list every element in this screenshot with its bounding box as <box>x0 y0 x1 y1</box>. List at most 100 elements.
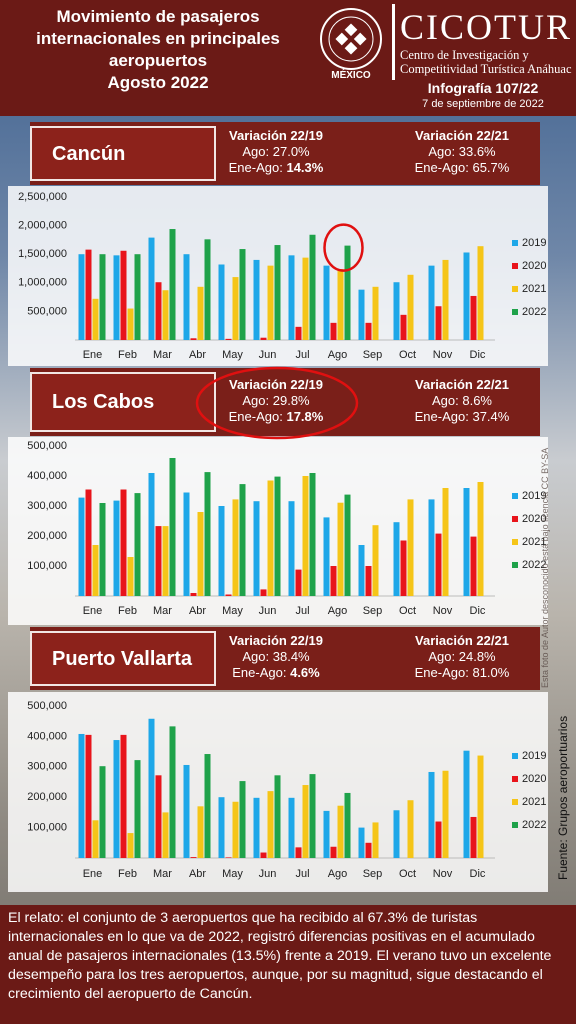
x-tick-label: Nov <box>433 868 453 880</box>
x-tick-label: Jun <box>259 605 277 617</box>
y-tick-label: 500,000 <box>27 305 67 317</box>
title-line: internacionales en principales <box>36 29 280 48</box>
issue: Infografía 107/22 <box>427 80 539 96</box>
source: Fuente: Grupos aeroportuarios <box>556 715 570 880</box>
x-tick-label: Jun <box>259 868 277 880</box>
legend-label: 2021 <box>522 283 546 295</box>
x-tick-label: Sep <box>363 605 383 617</box>
ene-ago-label: Ene-Ago: <box>414 665 469 680</box>
bar <box>99 503 106 596</box>
bar <box>197 512 204 596</box>
bar <box>330 322 337 340</box>
variation-heading: Variación 22/21 <box>415 633 509 648</box>
y-tick-label: 400,000 <box>27 470 67 482</box>
title-line: Movimiento de pasajeros <box>56 7 260 26</box>
x-tick-label: Dic <box>470 868 486 880</box>
x-tick-label: Dic <box>470 349 486 361</box>
ene-ago-value: 14.3% <box>286 160 324 175</box>
date: 7 de septiembre de 2022 <box>422 98 544 110</box>
bar <box>232 801 239 858</box>
x-tick-label: May <box>222 868 243 880</box>
section-name: Los Cabos <box>30 372 216 432</box>
bar <box>358 545 365 596</box>
bar <box>162 526 169 596</box>
bar <box>92 298 99 340</box>
x-tick-label: Jun <box>259 349 277 361</box>
bar <box>470 816 477 858</box>
bar <box>183 764 190 858</box>
bar <box>162 290 169 340</box>
legend-label: 2020 <box>522 773 546 785</box>
bar <box>232 277 239 340</box>
section-name: Puerto Vallarta <box>30 631 216 686</box>
logo-text: MÉXICO <box>331 70 371 81</box>
legend-label: 2022 <box>522 819 546 831</box>
highlight-circle <box>323 223 364 272</box>
bar <box>393 522 400 596</box>
y-tick-label: 200,000 <box>27 791 67 803</box>
x-tick-label: Feb <box>118 349 137 361</box>
bar <box>134 760 141 858</box>
y-tick-label: 100,000 <box>27 560 67 572</box>
bar <box>239 484 246 596</box>
variation: Variación 22/21 Ago: 24.8% Ene-Ago: 81.0% <box>382 633 542 681</box>
bar <box>85 489 92 596</box>
bar <box>463 252 470 340</box>
bar <box>78 497 85 596</box>
bar <box>442 488 449 596</box>
brand-lines: Centro de Investigación y Competitividad… <box>400 48 572 76</box>
ene-ago-value: 81.0% <box>472 665 510 680</box>
bar <box>344 245 351 340</box>
bar <box>435 306 442 340</box>
y-tick-label: 2,500,000 <box>18 191 67 203</box>
variation-heading: Variación 22/19 <box>229 377 323 392</box>
variation-ago: Ago: 24.8% <box>428 649 496 664</box>
ene-ago-value: 37.4% <box>472 409 510 424</box>
divider <box>392 4 395 80</box>
bar <box>344 792 351 858</box>
bar <box>295 569 302 596</box>
x-tick-label: Feb <box>118 605 137 617</box>
bar <box>337 502 344 596</box>
variation-ago: Ago: 27.0% <box>242 144 310 159</box>
legend-label: 2021 <box>522 796 546 808</box>
bar <box>442 770 449 858</box>
bar <box>309 473 316 596</box>
bar <box>302 476 309 596</box>
bar <box>113 255 120 340</box>
bar <box>253 501 260 596</box>
bar <box>218 797 225 858</box>
ene-ago-label: Ene-Ago: <box>414 160 469 175</box>
bar <box>92 820 99 858</box>
bar <box>120 250 127 340</box>
bar <box>428 499 435 596</box>
x-tick-label: Abr <box>189 605 206 617</box>
legend-swatch <box>512 753 518 759</box>
x-tick-label: Nov <box>433 605 453 617</box>
y-tick-label: 2,000,000 <box>18 220 67 232</box>
x-tick-label: Mar <box>153 605 172 617</box>
bar <box>442 259 449 340</box>
x-tick-label: Dic <box>470 605 486 617</box>
x-tick-label: Nov <box>433 349 453 361</box>
bar <box>330 846 337 858</box>
bar <box>323 265 330 340</box>
variation-ene-ago: Ene-Ago: 17.8% <box>196 409 356 425</box>
variation-ene-ago: Ene-Ago: 4.6% <box>196 665 356 681</box>
bar <box>239 249 246 340</box>
legend-swatch <box>512 493 518 499</box>
bar <box>330 566 337 596</box>
bar <box>274 476 281 596</box>
bar <box>169 726 176 858</box>
brand: CICOTUR <box>400 7 573 47</box>
bar <box>120 489 127 596</box>
bar <box>218 264 225 340</box>
bar <box>435 821 442 858</box>
x-tick-label: Ene <box>83 349 103 361</box>
bar <box>260 852 267 858</box>
bar <box>407 800 414 858</box>
bar <box>365 322 372 340</box>
x-tick-label: Abr <box>189 349 206 361</box>
bar <box>148 718 155 858</box>
